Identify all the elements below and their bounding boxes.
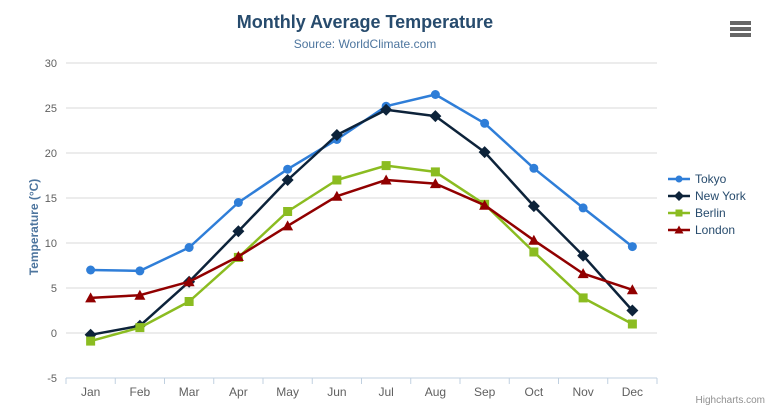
y-tick-label: 10 (45, 238, 57, 250)
x-axis-labels: Jan Feb Mar Apr May Jun Jul Aug Sep Oct Nov Dec (81, 385, 643, 399)
triangle-marker[interactable] (331, 190, 343, 201)
triangle-marker[interactable] (380, 174, 392, 185)
diamond-marker[interactable] (380, 103, 393, 116)
triangle-marker[interactable] (429, 178, 441, 189)
legend-label-new-york: New York (695, 189, 746, 203)
triangle-marker[interactable] (577, 268, 589, 279)
diamond-marker[interactable] (281, 174, 294, 186)
square-marker[interactable] (135, 323, 145, 333)
triangle-marker[interactable] (528, 234, 540, 245)
circle-marker[interactable] (627, 242, 637, 252)
x-tick-label: Dec (622, 385, 643, 399)
x-tick-label: Jan (81, 385, 100, 399)
x-tick-label: Feb (130, 385, 151, 399)
square-marker[interactable] (675, 209, 683, 217)
triangle-marker[interactable] (232, 251, 244, 261)
y-tick-label: 30 (45, 58, 57, 70)
diamond-marker[interactable] (429, 110, 442, 123)
diamond-marker[interactable] (577, 249, 590, 262)
triangle-marker[interactable] (282, 220, 294, 231)
circle-marker[interactable] (233, 198, 243, 207)
diamond-marker[interactable] (330, 129, 343, 141)
square-marker[interactable] (627, 319, 637, 329)
square-marker[interactable] (578, 293, 588, 303)
highcharts-credits-link[interactable]: Highcharts.com (695, 395, 765, 406)
y-tick-label: 15 (45, 193, 57, 205)
square-marker[interactable] (332, 175, 342, 185)
series-london[interactable] (85, 174, 638, 303)
triangle-marker[interactable] (85, 292, 97, 303)
square-marker[interactable] (381, 161, 391, 171)
circle-marker[interactable] (480, 118, 490, 128)
diamond-marker[interactable] (674, 191, 684, 201)
x-axis (65, 377, 658, 384)
diamond-marker[interactable] (478, 146, 491, 159)
diamond-marker[interactable] (626, 304, 639, 317)
y-tick-label: 0 (51, 328, 57, 340)
legend-item-tokyo[interactable]: Tokyo (668, 172, 746, 186)
y-gridlines (66, 62, 657, 379)
square-marker[interactable] (283, 207, 293, 216)
diamond-marker[interactable] (232, 225, 245, 238)
y-tick-label: 20 (45, 148, 57, 160)
legend-marker-new-york (668, 191, 690, 201)
series-line-berlin (89, 164, 634, 343)
diamond-marker[interactable] (527, 200, 540, 213)
x-tick-label: Mar (179, 385, 200, 399)
circle-marker[interactable] (675, 175, 683, 183)
circle-marker[interactable] (184, 243, 194, 252)
square-marker[interactable] (184, 297, 194, 306)
legend-item-london[interactable]: London (668, 223, 746, 237)
triangle-marker[interactable] (626, 284, 638, 295)
x-tick-label: Jun (327, 385, 346, 399)
triangle-marker[interactable] (183, 276, 195, 287)
circle-marker[interactable] (578, 203, 588, 213)
x-tick-label: Apr (229, 385, 248, 399)
series-line-new-york (89, 108, 634, 337)
triangle-marker[interactable] (134, 289, 146, 300)
hamburger-icon (730, 27, 751, 31)
x-tick-label: Nov (572, 385, 593, 399)
hamburger-icon (730, 33, 751, 37)
export-menu-button[interactable] (730, 19, 755, 39)
legend-item-new-york[interactable]: New York (668, 189, 746, 203)
y-tick-label: -5 (47, 373, 57, 385)
legend: Tokyo New York Berlin London (668, 172, 746, 237)
chart-subtitle: Source: WorldClimate.com (293, 37, 437, 51)
triangle-marker[interactable] (479, 199, 491, 210)
square-marker[interactable] (430, 167, 440, 177)
series-line-london (89, 178, 634, 300)
x-tick-label: Aug (425, 385, 446, 399)
series-tokyo[interactable] (86, 90, 637, 276)
circle-marker[interactable] (283, 164, 293, 174)
legend-marker-tokyo (668, 175, 690, 183)
legend-marker-london (668, 225, 690, 234)
circle-marker[interactable] (135, 266, 145, 276)
square-marker[interactable] (86, 336, 96, 346)
square-marker[interactable] (529, 247, 539, 257)
x-tick-label: Jul (378, 385, 393, 399)
y-tick-label: 5 (51, 283, 57, 295)
x-tick-label: Oct (525, 385, 544, 399)
y-axis-title: Temperature (°C) (27, 178, 41, 276)
legend-label-london: London (695, 223, 736, 237)
triangle-marker[interactable] (674, 225, 684, 234)
chart-title: Monthly Average Temperature (236, 12, 494, 32)
series-line-tokyo (89, 93, 634, 273)
x-tick-label: May (276, 385, 299, 399)
circle-marker[interactable] (86, 265, 96, 275)
legend-label-tokyo: Tokyo (695, 172, 727, 186)
y-axis-labels: -5 0 5 10 15 20 25 30 (45, 58, 57, 385)
y-tick-label: 25 (45, 103, 57, 115)
legend-marker-berlin (668, 209, 690, 217)
circle-marker[interactable] (529, 163, 539, 173)
circle-marker[interactable] (430, 90, 440, 99)
series-new-york[interactable] (84, 103, 639, 341)
legend-item-berlin[interactable]: Berlin (668, 206, 746, 220)
legend-label-berlin: Berlin (695, 206, 726, 220)
hamburger-icon (730, 21, 751, 25)
x-tick-label: Sep (474, 385, 496, 399)
